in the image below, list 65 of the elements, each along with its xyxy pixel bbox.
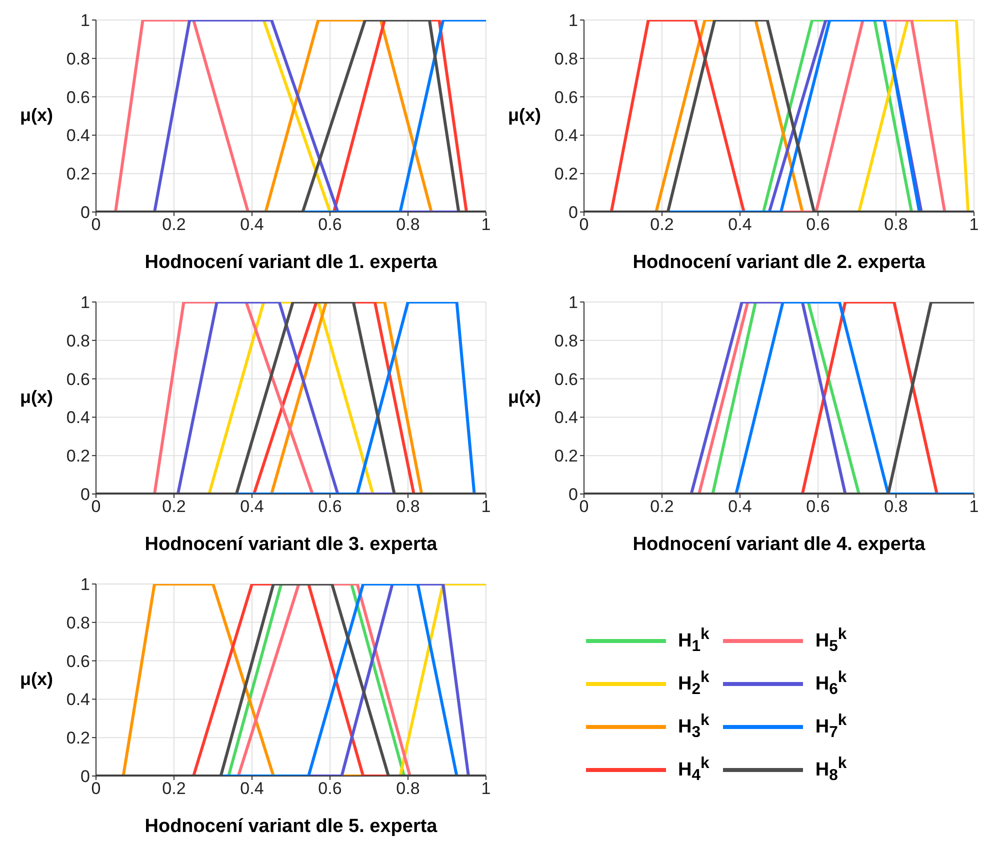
y-tick-label: 0.4 bbox=[554, 408, 578, 428]
y-tick-label: 1 bbox=[568, 293, 578, 312]
x-axis-title: Hodnocení variant dle 4. experta bbox=[632, 534, 926, 555]
y-tick-label: 1 bbox=[80, 11, 90, 30]
x-axis-title: Hodnocení variant dle 1. experta bbox=[144, 252, 438, 273]
x-axis-title: Hodnocení variant dle 5. experta bbox=[144, 816, 438, 837]
x-tick-label: 1 bbox=[969, 497, 979, 516]
y-tick-label: 0.6 bbox=[554, 370, 578, 389]
x-tick-label: 1 bbox=[481, 497, 491, 516]
x-tick-label: 0.8 bbox=[396, 497, 420, 516]
y-axis-title: μ(x) bbox=[20, 668, 54, 689]
y-tick-label: 0.8 bbox=[66, 613, 90, 632]
y-tick-label: 0.4 bbox=[66, 126, 90, 146]
y-tick-label: 0.4 bbox=[554, 126, 578, 146]
y-tick-label: 1 bbox=[80, 575, 90, 594]
x-tick-label: 0.6 bbox=[806, 497, 830, 516]
y-tick-label: 0.2 bbox=[66, 728, 90, 748]
x-tick-label: 0.2 bbox=[162, 215, 186, 234]
x-tick-label: 0.8 bbox=[396, 215, 420, 234]
y-tick-label: 0 bbox=[568, 203, 578, 222]
y-tick-label: 0.6 bbox=[66, 652, 90, 671]
x-tick-label: 0.6 bbox=[806, 215, 830, 234]
y-tick-label: 0 bbox=[568, 485, 578, 504]
x-tick-label: 0.6 bbox=[318, 779, 342, 798]
y-tick-label: 1 bbox=[568, 11, 578, 30]
x-tick-label: 0.4 bbox=[728, 215, 752, 234]
y-tick-label: 0.2 bbox=[554, 446, 578, 466]
y-axis-title: μ(x) bbox=[20, 104, 54, 125]
x-tick-label: 0.8 bbox=[396, 779, 420, 798]
y-tick-label: 0 bbox=[80, 203, 90, 222]
y-tick-label: 0.4 bbox=[66, 690, 90, 710]
x-tick-label: 0.4 bbox=[240, 497, 264, 516]
x-tick-label: 0.6 bbox=[318, 497, 342, 516]
y-tick-label: 1 bbox=[80, 293, 90, 312]
y-axis-title: μ(x) bbox=[508, 386, 542, 407]
x-tick-label: 1 bbox=[481, 215, 491, 234]
x-tick-label: 0.8 bbox=[884, 215, 908, 234]
y-tick-label: 0.8 bbox=[554, 331, 578, 350]
y-tick-label: 0.6 bbox=[66, 88, 90, 107]
y-axis-title: μ(x) bbox=[20, 386, 54, 407]
x-tick-label: 0.4 bbox=[240, 215, 264, 234]
y-tick-label: 0.8 bbox=[554, 49, 578, 68]
x-axis-title: Hodnocení variant dle 3. experta bbox=[144, 534, 438, 555]
y-tick-label: 0 bbox=[80, 485, 90, 504]
y-tick-label: 0.4 bbox=[66, 408, 90, 428]
y-tick-label: 0.2 bbox=[66, 446, 90, 466]
y-tick-label: 0.2 bbox=[554, 164, 578, 184]
x-tick-label: 0.2 bbox=[162, 779, 186, 798]
y-tick-label: 0.6 bbox=[554, 88, 578, 107]
y-tick-label: 0.8 bbox=[66, 331, 90, 350]
y-axis-title: μ(x) bbox=[508, 104, 542, 125]
y-tick-label: 0.2 bbox=[66, 164, 90, 184]
x-tick-label: 0.4 bbox=[240, 779, 264, 798]
y-tick-label: 0.6 bbox=[66, 370, 90, 389]
x-tick-label: 0.2 bbox=[650, 215, 674, 234]
x-tick-label: 0.8 bbox=[884, 497, 908, 516]
x-tick-label: 0.2 bbox=[650, 497, 674, 516]
x-tick-label: 1 bbox=[481, 779, 491, 798]
y-tick-label: 0.8 bbox=[66, 49, 90, 68]
x-tick-label: 0.6 bbox=[318, 215, 342, 234]
x-tick-label: 0.2 bbox=[162, 497, 186, 516]
y-tick-label: 0 bbox=[80, 767, 90, 786]
x-axis-title: Hodnocení variant dle 2. experta bbox=[632, 252, 926, 273]
x-tick-label: 1 bbox=[969, 215, 979, 234]
x-tick-label: 0.4 bbox=[728, 497, 752, 516]
